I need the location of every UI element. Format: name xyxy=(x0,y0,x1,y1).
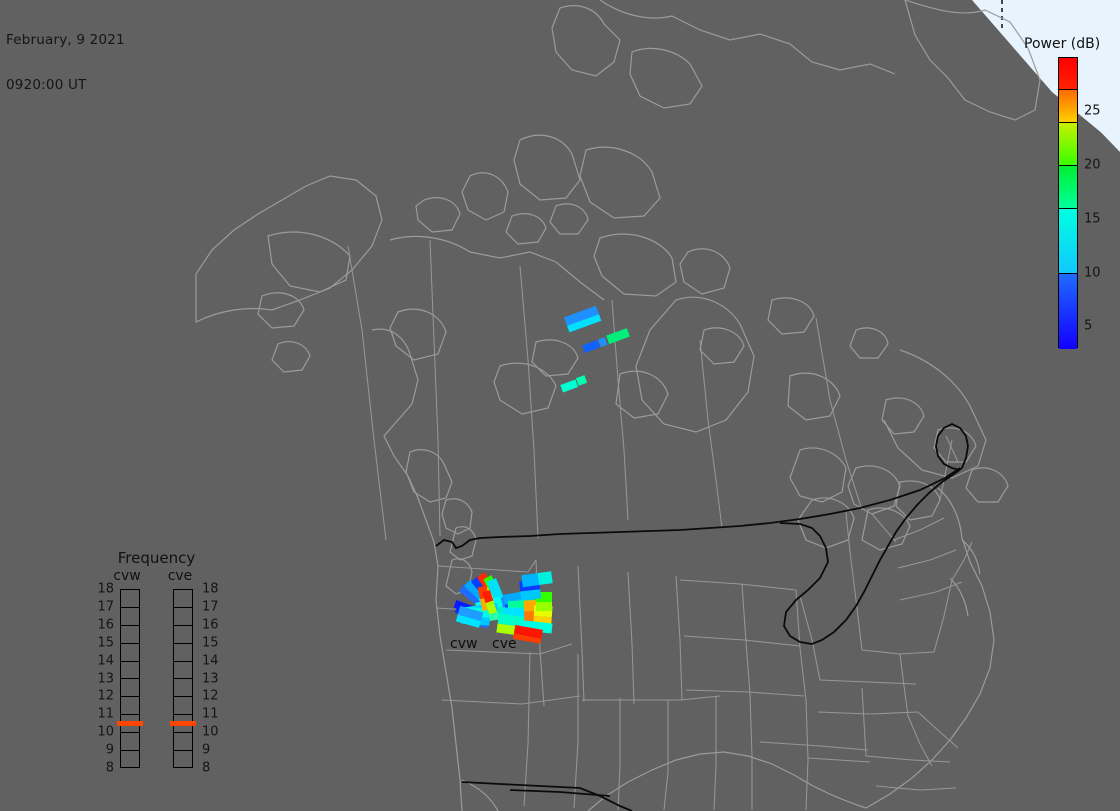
timestamp-date: February, 9 2021 xyxy=(6,32,125,48)
frequency-tick-label: 9 xyxy=(105,742,114,758)
frequency-cell xyxy=(121,608,139,626)
power-colorbar-gradient xyxy=(1058,57,1078,349)
frequency-tick-label: 18 xyxy=(97,581,114,597)
frequency-tick-label: 16 xyxy=(97,617,114,633)
frequency-tick-label: 10 xyxy=(97,724,114,740)
power-colorbar-segment xyxy=(1059,58,1077,91)
frequency-cell xyxy=(174,626,192,644)
terminator-day-shape xyxy=(973,0,1120,152)
frequency-tick-label: 8 xyxy=(105,760,114,776)
power-colorbar-title: Power (dB) xyxy=(1024,36,1101,52)
frequency-tick-label: 12 xyxy=(97,688,114,704)
frequency-marker-cvw xyxy=(117,720,143,726)
backscatter-cells-northern xyxy=(560,305,630,393)
coastlines xyxy=(195,0,1041,811)
power-colorbar-segment xyxy=(1059,208,1077,274)
frequency-tick-label: 11 xyxy=(202,706,219,722)
frequency-cell xyxy=(121,679,139,698)
power-colorbar-tick-label: 15 xyxy=(1084,211,1101,227)
frequency-cell xyxy=(174,715,192,734)
frequency-column-label-cve: cve xyxy=(167,568,193,584)
power-colorbar-segment xyxy=(1059,90,1077,123)
frequency-cell xyxy=(121,733,139,752)
power-colorbar-segment xyxy=(1059,273,1077,349)
frequency-cell xyxy=(174,679,192,698)
frequency-cell xyxy=(121,590,139,608)
frequency-box-cve xyxy=(173,589,193,768)
frequency-cell xyxy=(174,644,192,662)
timestamp-time: 0920:00 UT xyxy=(6,77,87,93)
power-colorbar-tick-label: 10 xyxy=(1084,265,1101,281)
frequency-cell xyxy=(121,697,139,716)
frequency-tick-label: 9 xyxy=(202,742,211,758)
frequency-tick-label: 12 xyxy=(202,688,219,704)
frequency-cell xyxy=(174,697,192,716)
frequency-tick-label: 10 xyxy=(202,724,219,740)
frequency-cell xyxy=(121,626,139,644)
frequency-cell xyxy=(174,733,192,752)
frequency-tick-label: 11 xyxy=(97,706,114,722)
frequency-cell xyxy=(174,590,192,608)
radar-site-label-cve: cve xyxy=(492,636,517,652)
frequency-cell xyxy=(174,608,192,626)
frequency-cell xyxy=(174,751,192,769)
frequency-tick-label: 17 xyxy=(202,599,219,615)
frequency-tick-label: 13 xyxy=(202,671,219,686)
power-colorbar-segment xyxy=(1059,122,1077,166)
frequency-tick-label: 18 xyxy=(202,581,219,597)
power-colorbar-tick-label: 25 xyxy=(1084,103,1101,119)
backscatter-cells-main-fan xyxy=(453,571,553,644)
frequency-tick-label: 8 xyxy=(202,760,211,776)
power-colorbar-tick-label: 5 xyxy=(1084,318,1093,334)
frequency-tick-label: 15 xyxy=(97,635,114,651)
radar-site-label-cvw: cvw xyxy=(450,636,478,652)
international-border xyxy=(435,422,969,811)
frequency-cell xyxy=(121,644,139,662)
power-colorbar: Power (dB) 25 20 15 10 5 xyxy=(1024,36,1120,366)
power-colorbar-segment xyxy=(1059,165,1077,209)
frequency-cell xyxy=(121,751,139,769)
timestamp-block: February, 9 2021 0920:00 UT xyxy=(6,3,125,123)
frequency-tick-label: 13 xyxy=(97,671,114,686)
frequency-column-label-cvw: cvw xyxy=(113,568,141,584)
frequency-legend-title: Frequency xyxy=(117,549,196,567)
frequency-tick-label: 14 xyxy=(97,653,114,669)
frequency-tick-label: 16 xyxy=(202,617,219,633)
frequency-legend: Frequency cvw cve 18 17 16 15 14 13 12 11 10 9 8 18… xyxy=(84,549,229,781)
frequency-cell xyxy=(121,715,139,734)
frequency-marker-cve xyxy=(170,720,196,726)
frequency-box-cvw xyxy=(120,589,140,768)
frequency-tick-label: 14 xyxy=(202,653,219,669)
frequency-tick-label: 15 xyxy=(202,635,219,651)
frequency-cell xyxy=(121,662,139,680)
political-subdivisions xyxy=(347,239,973,811)
power-colorbar-tick-label: 20 xyxy=(1084,157,1101,173)
frequency-cell xyxy=(174,662,192,680)
frequency-tick-label: 17 xyxy=(97,599,114,615)
